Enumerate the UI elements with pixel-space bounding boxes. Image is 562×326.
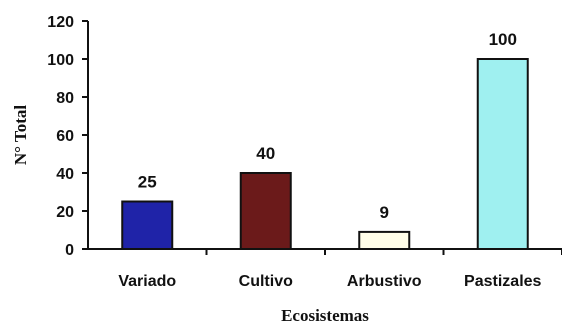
data-label-pastizales: 100 [489,30,517,49]
data-label-cultivo: 40 [256,144,275,163]
x-axis-categories: Variado Cultivo Arbustivo Pastizales [118,249,562,290]
y-tick-label: 80 [56,90,74,107]
data-label-arbustivo: 9 [380,203,389,222]
x-category-label: Pastizales [464,273,541,290]
bars: 25 40 9 100 [121,30,529,250]
bar-cultivo [239,172,292,250]
y-tick-label: 0 [65,242,74,259]
data-label-variado: 25 [138,173,157,192]
bar-pastizales [476,58,529,250]
y-tick-label: 20 [56,204,74,221]
bar-arbustivo [358,230,411,250]
x-category-label: Arbustivo [347,273,422,290]
y-tick-label: 120 [47,14,74,31]
x-category-label: Variado [118,273,176,290]
y-tick-label: 60 [56,128,74,145]
y-tick-label: 40 [56,166,74,183]
x-category-label: Cultivo [239,273,293,290]
x-axis-title: Ecosistemas [281,306,369,325]
y-axis-title: N° Total [11,105,30,165]
bar-variado [121,200,174,250]
plot-area: 0 20 40 60 80 100 120 25 40 9 100 Variado Cultivo A… [47,14,562,290]
y-tick-label: 100 [47,52,74,69]
y-axis-ticks: 0 20 40 60 80 100 120 [47,14,88,259]
